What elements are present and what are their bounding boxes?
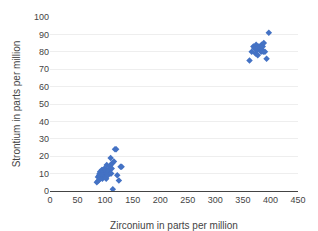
- svg-text:30: 30: [39, 134, 49, 144]
- svg-text:10: 10: [39, 169, 49, 179]
- svg-text:450: 450: [290, 195, 305, 205]
- svg-text:40: 40: [39, 117, 49, 127]
- svg-text:90: 90: [39, 30, 49, 40]
- svg-text:80: 80: [39, 47, 49, 57]
- svg-text:50: 50: [73, 195, 83, 205]
- svg-text:100: 100: [98, 195, 113, 205]
- svg-text:Zirconium in parts per million: Zirconium in parts per million: [110, 220, 238, 231]
- svg-text:0: 0: [47, 195, 52, 205]
- svg-text:50: 50: [39, 99, 49, 109]
- svg-text:Strontium in parts per million: Strontium in parts per million: [11, 41, 22, 168]
- svg-text:20: 20: [39, 151, 49, 161]
- svg-text:60: 60: [39, 82, 49, 92]
- svg-text:200: 200: [153, 195, 168, 205]
- svg-text:100: 100: [34, 12, 49, 22]
- svg-text:250: 250: [180, 195, 195, 205]
- svg-text:300: 300: [208, 195, 223, 205]
- svg-text:150: 150: [125, 195, 140, 205]
- svg-text:350: 350: [235, 195, 250, 205]
- svg-text:400: 400: [263, 195, 278, 205]
- svg-text:70: 70: [39, 64, 49, 74]
- svg-text:0: 0: [44, 186, 49, 196]
